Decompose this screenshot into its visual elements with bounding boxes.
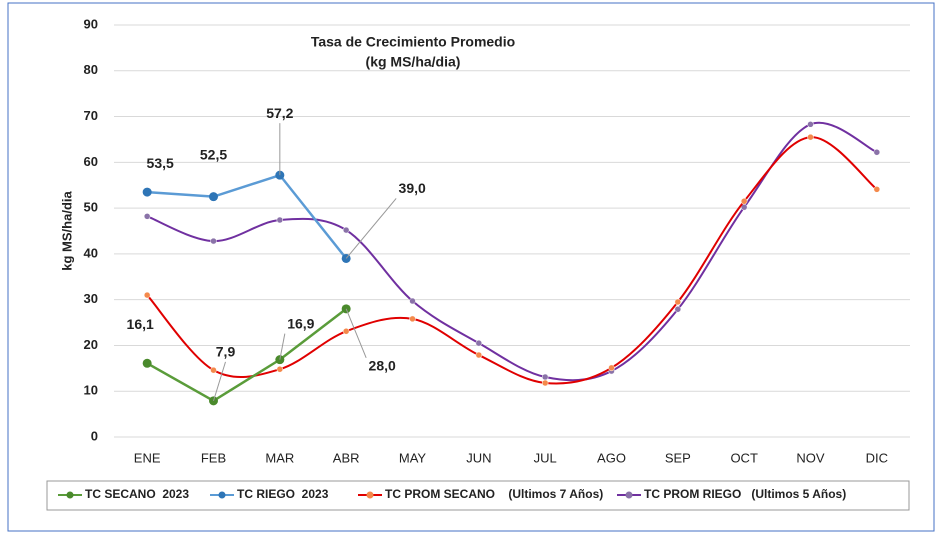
leader-line [345, 198, 397, 259]
chart-subtitle: (kg MS/ha/dia) [366, 54, 461, 70]
legend-label: TC RIEGO 2023 [237, 487, 329, 501]
point-marker [142, 358, 152, 368]
point-marker [475, 339, 483, 347]
y-tick-label: 40 [84, 245, 98, 260]
series-line [146, 307, 347, 403]
legend-marker [625, 491, 633, 499]
x-tick-label: MAY [399, 450, 427, 465]
point-marker [873, 186, 881, 193]
y-tick-label: 10 [84, 383, 98, 398]
legend-marker [366, 491, 374, 499]
chart-title: Tasa de Crecimiento Promedio [311, 34, 515, 50]
point-marker [209, 192, 218, 202]
x-tick-label: AGO [597, 450, 626, 465]
data-label: 16,1 [127, 316, 154, 332]
data-label: 39,0 [399, 180, 426, 196]
y-tick-label: 0 [91, 428, 98, 443]
legend-label: TC PROM RIEGO (Ultimos 5 Años) [644, 487, 846, 501]
x-tick-label: FEB [201, 450, 226, 465]
point-marker [143, 213, 151, 220]
y-tick-label: 80 [84, 62, 98, 77]
y-tick-label: 50 [84, 200, 98, 215]
point-marker [740, 197, 748, 205]
y-tick-label: 60 [84, 154, 98, 169]
legend-marker [218, 491, 226, 499]
point-marker [674, 306, 682, 313]
legend-label: TC SECANO 2023 [85, 487, 189, 501]
x-tick-label: ENE [134, 450, 161, 465]
point-marker [541, 379, 549, 387]
point-marker [342, 328, 350, 335]
y-tick-label: 90 [84, 16, 98, 31]
x-tick-label: OCT [730, 450, 758, 465]
leader-line [345, 308, 367, 359]
y-tick-label: 20 [84, 337, 98, 352]
point-marker [674, 298, 682, 306]
legend-box [46, 480, 910, 511]
data-label: 28,0 [369, 358, 396, 374]
x-tick-label: ABR [333, 450, 360, 465]
point-marker [807, 121, 814, 128]
series-line [146, 136, 878, 385]
leader-line [213, 361, 226, 401]
point-marker [541, 373, 549, 381]
x-tick-label: SEP [665, 450, 691, 465]
point-marker [475, 351, 483, 359]
x-tick-label: JUL [534, 450, 557, 465]
data-label: 53,5 [147, 155, 174, 171]
data-label: 16,9 [287, 315, 314, 331]
data-label: 52,5 [200, 146, 227, 162]
point-marker [608, 364, 615, 372]
x-tick-label: NOV [796, 450, 825, 465]
point-marker [210, 366, 217, 374]
data-label: 7,9 [216, 344, 236, 360]
y-tick-label: 70 [84, 108, 98, 123]
y-axis-label: kg MS/ha/dia [59, 191, 74, 271]
legend-label: TC PROM SECANO (Ultimos 7 Años) [385, 487, 603, 501]
x-tick-label: MAR [265, 450, 294, 465]
x-tick-label: JUN [466, 450, 491, 465]
point-marker [276, 365, 284, 373]
point-marker [142, 187, 152, 197]
point-marker [807, 133, 814, 141]
point-marker [143, 291, 151, 299]
point-marker [342, 226, 350, 234]
point-marker [409, 315, 416, 323]
y-tick-label: 30 [84, 291, 98, 306]
point-marker [873, 149, 881, 156]
data-label: 57,2 [266, 105, 293, 121]
legend-marker [66, 491, 74, 499]
point-marker [276, 216, 284, 224]
series-line [147, 173, 348, 260]
leader-line [279, 333, 286, 360]
chart-border [7, 2, 935, 532]
x-tick-label: DIC [866, 450, 888, 465]
point-marker [210, 237, 217, 245]
point-marker [409, 297, 416, 305]
